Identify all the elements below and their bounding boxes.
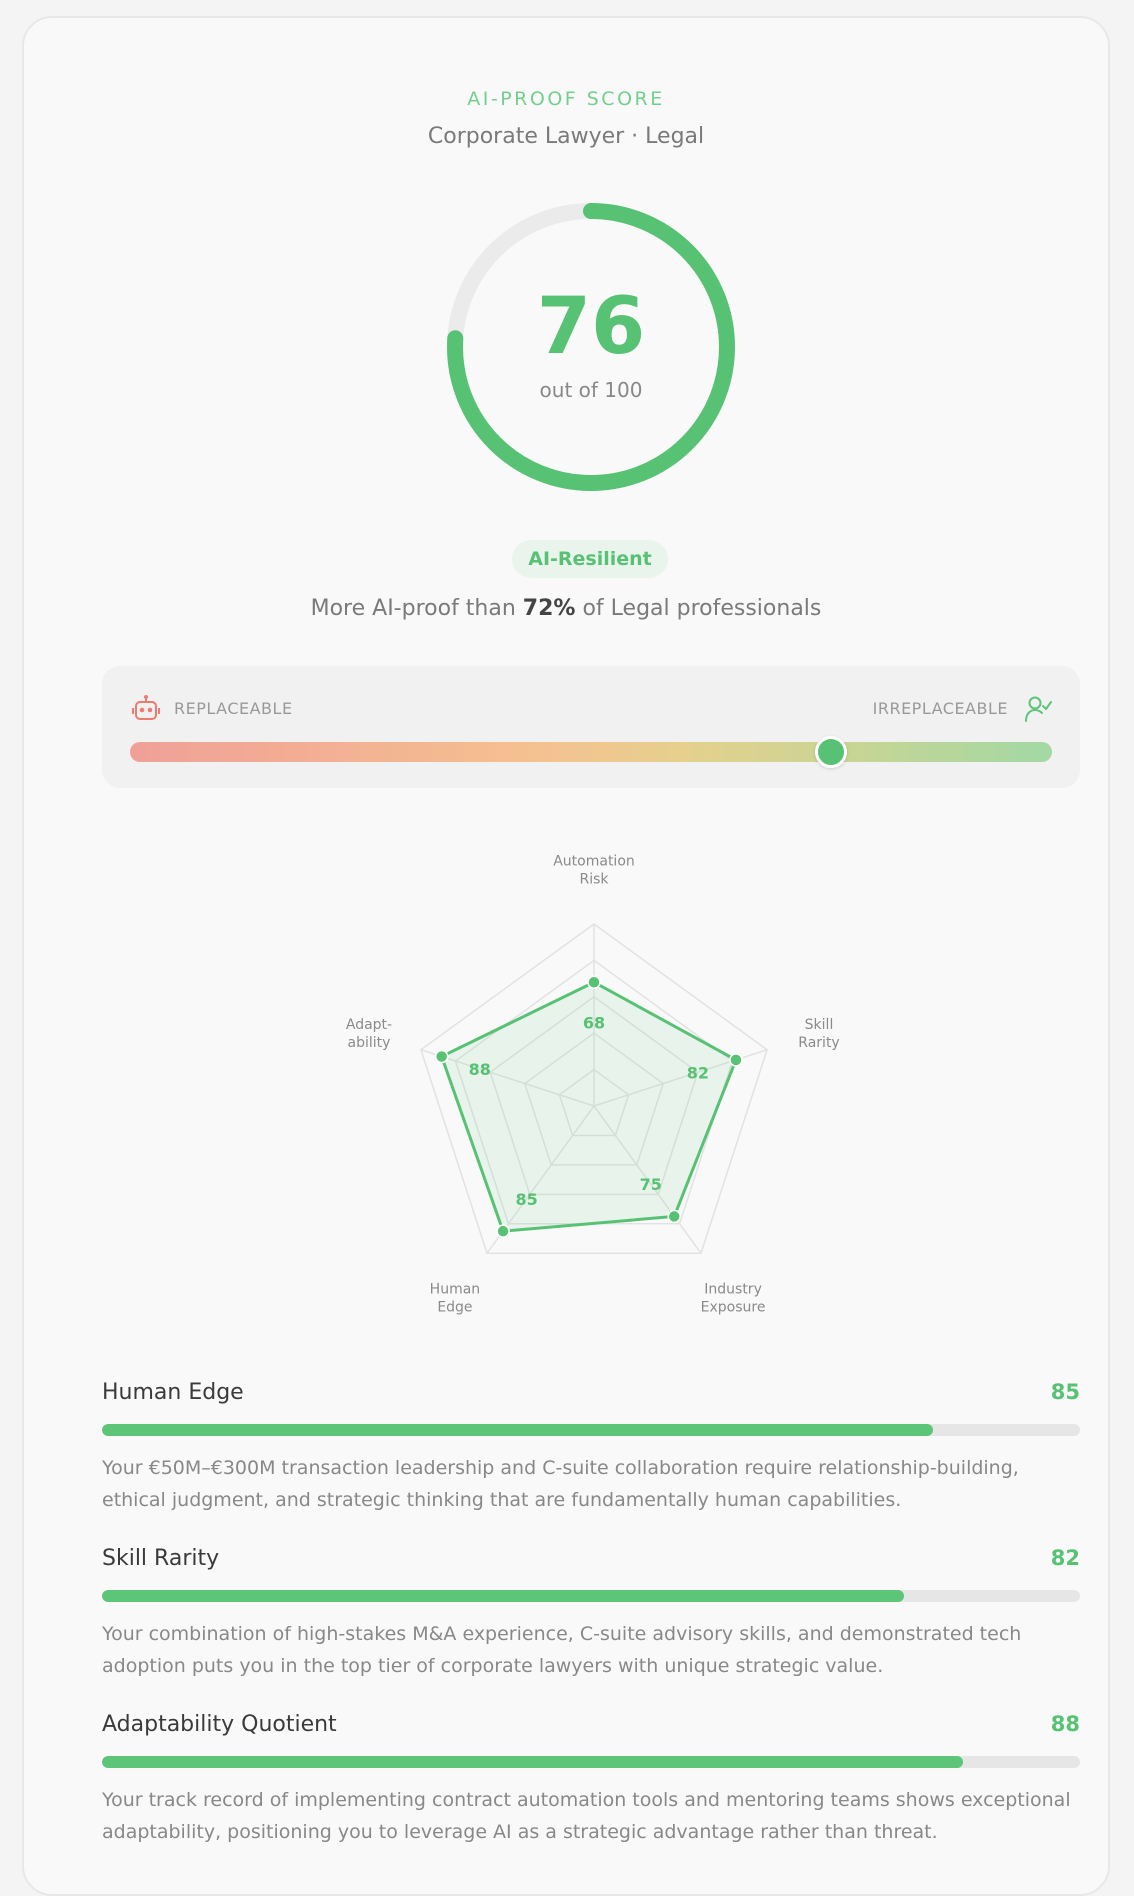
irreplaceable-label: IRREPLACEABLE — [872, 699, 1008, 718]
radar-value-label: 88 — [469, 1060, 491, 1079]
eyebrow-label: AI-PROOF SCORE — [467, 88, 665, 110]
percentile-prefix: More AI-proof than — [310, 596, 523, 621]
metric-title: Human Edge — [102, 1380, 244, 1405]
score-ring — [447, 203, 735, 491]
metric-description: Your €50M–€300M transaction leadership a… — [102, 1457, 1019, 1511]
radar-value-label: 68 — [583, 1013, 605, 1032]
percentile-value: 72% — [522, 596, 576, 621]
radar-axis-label: Automation Risk — [553, 853, 635, 887]
metric-description: Your track record of implementing contra… — [102, 1789, 1071, 1843]
percentile-text: More AI-proof than 72% of Legal professi… — [24, 596, 1108, 621]
metric-score: 88 — [1050, 1712, 1080, 1736]
user-check-icon — [1023, 694, 1053, 728]
score-value: 76 — [536, 282, 646, 372]
radar-spoke — [593, 1105, 702, 1254]
metric-score: 82 — [1050, 1546, 1080, 1570]
radar-data-polygon — [440, 980, 738, 1233]
score-ring-progress — [447, 203, 735, 491]
score-card: AI-PROOF SCORE Corporate Lawyer · Legal … — [22, 16, 1110, 1896]
radar-grid-ring — [489, 995, 699, 1196]
metric-bar-fill — [102, 1424, 934, 1436]
metric-bar-fill — [102, 1756, 963, 1768]
robot-icon — [131, 694, 161, 728]
radar-point — [587, 975, 601, 989]
radar-value-label: 85 — [515, 1190, 537, 1209]
radar-grid-ring — [558, 1068, 630, 1137]
radar-axis-label: Industry Exposure — [701, 1281, 766, 1315]
replaceability-spectrum: REPLACEABLE IRREPLACEABLE — [102, 666, 1080, 788]
metric-title: Adaptability Quotient — [102, 1712, 337, 1737]
radar-chart: 68 82 75 85 88 Automation Risk Skill Rarity Indus… — [346, 853, 840, 1315]
metric-bar — [102, 1424, 1080, 1436]
metric-score: 85 — [1050, 1380, 1080, 1404]
radar-point — [434, 1049, 449, 1064]
metric-bar-fill — [102, 1590, 904, 1602]
metric-description: Your combination of high-stakes M&A expe… — [102, 1623, 1022, 1677]
replaceable-label: REPLACEABLE — [174, 699, 293, 718]
radar-grid-ring — [523, 1032, 665, 1166]
radar-grid-ring — [420, 923, 768, 1254]
radar-axis-label: Adapt-ability — [346, 1017, 392, 1051]
spectrum-marker — [814, 736, 847, 768]
percentile-suffix: of Legal professionals — [575, 596, 822, 621]
metric-title: Skill Rarity — [102, 1546, 220, 1571]
spectrum-track — [130, 742, 1052, 762]
score-gauge: 76 out of 100 — [446, 202, 736, 492]
score-out-of: out of 100 — [539, 378, 643, 402]
radar-spoke — [420, 1049, 595, 1107]
metric-bar — [102, 1756, 1080, 1768]
radar-value-label: 82 — [687, 1063, 709, 1082]
radar-axis-label: Skill Rarity — [798, 1017, 839, 1051]
radar-point — [729, 1053, 743, 1067]
radar-point — [496, 1224, 510, 1238]
radar-axis-label: Human Edge — [430, 1281, 481, 1315]
metric-bar — [102, 1590, 1080, 1602]
radar-value-label: 75 — [640, 1175, 662, 1194]
status-badge: AI-Resilient — [512, 540, 668, 578]
role-subtitle: Corporate Lawyer · Legal — [427, 124, 705, 149]
radar-point — [667, 1209, 681, 1224]
